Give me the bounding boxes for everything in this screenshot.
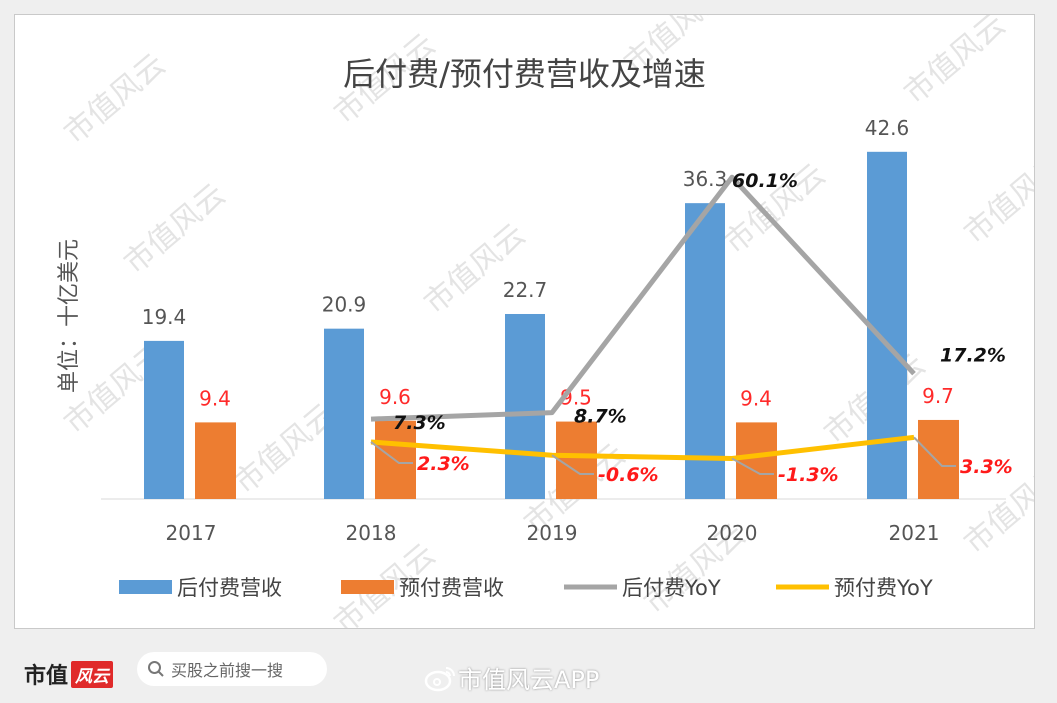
bar-label-postpaid: 19.4 xyxy=(142,305,187,329)
yoy-label-postpaid: 60.1% xyxy=(732,170,798,192)
search-icon xyxy=(148,661,164,677)
yoy-label-prepaid: -1.3% xyxy=(778,464,839,486)
search-placeholder: 买股之前搜一搜 xyxy=(171,661,284,680)
leader-line xyxy=(370,441,413,464)
leader-line xyxy=(551,454,594,475)
yoy-label-prepaid: 2.3% xyxy=(417,453,470,475)
weibo-text: 市值风云APP xyxy=(458,666,600,694)
watermark-text: 市值风云 xyxy=(418,217,532,321)
watermark-text: 市值风云 xyxy=(118,177,232,281)
bar-postpaid xyxy=(685,203,725,499)
yoy-label-postpaid: 17.2% xyxy=(940,345,1006,367)
bar-label-postpaid: 36.3 xyxy=(683,167,728,191)
legend-swatch xyxy=(341,580,394,594)
bar-postpaid xyxy=(505,313,545,499)
leader-line xyxy=(731,457,774,475)
x-tick-label: 2021 xyxy=(889,521,940,545)
legend-label: 预付费营收 xyxy=(399,576,504,600)
leader-line xyxy=(913,436,956,467)
bar-prepaid xyxy=(556,421,597,499)
x-tick-label: 2020 xyxy=(707,521,758,545)
bar-label-prepaid: 9.4 xyxy=(740,386,772,410)
x-tick-label: 2018 xyxy=(346,521,397,545)
weibo-account: 市值风云APP xyxy=(424,660,599,695)
logo-text: 市值 xyxy=(24,664,69,689)
yoy-label-prepaid: -0.6% xyxy=(598,464,659,486)
legend-swatch xyxy=(119,580,172,594)
bar-postpaid xyxy=(867,151,907,499)
watermark-text: 市值风云 xyxy=(58,47,172,151)
bar-label-postpaid: 22.7 xyxy=(503,278,548,302)
bar-prepaid xyxy=(736,422,777,499)
bar-prepaid xyxy=(195,422,236,499)
yoy-label-postpaid: 8.7% xyxy=(574,406,627,428)
bar-postpaid xyxy=(324,328,364,499)
watermark-text: 市值风云 xyxy=(898,15,1012,111)
x-tick-label: 2017 xyxy=(166,521,217,545)
legend-label: 预付费YoY xyxy=(834,576,933,600)
bar-label-prepaid: 9.7 xyxy=(922,384,954,408)
weibo-icon xyxy=(424,666,455,691)
chart-card: 市值风云 市值风云 市值风云 市值风云 市值风云 市值风云 市值风云 市值风云 市值风云 市值风云… xyxy=(14,14,1035,629)
bar-label-postpaid: 42.6 xyxy=(865,116,910,140)
chart-title: 后付费/预付费营收及增速 xyxy=(343,55,706,93)
yoy-label-postpaid: 7.3% xyxy=(393,412,446,434)
footer-bar: 市值 风云 买股之前搜一搜 市值风云APP xyxy=(0,640,1057,703)
brand-logo: 市值 风云 xyxy=(24,658,114,690)
yoy-label-prepaid: 3.3% xyxy=(960,456,1013,478)
bar-label-prepaid: 9.6 xyxy=(379,385,411,409)
bar-prepaid xyxy=(918,419,959,499)
watermark-text: 市值风云 xyxy=(958,147,1034,251)
y-axis-label: 单位：十亿美元 xyxy=(57,239,82,393)
line-postpaid-yoy xyxy=(370,174,916,422)
line-prepaid-yoy xyxy=(370,434,915,461)
search-input[interactable]: 买股之前搜一搜 xyxy=(137,652,327,686)
legend-label: 后付费营收 xyxy=(177,576,282,600)
bar-postpaid xyxy=(144,340,184,499)
bar-label-postpaid: 20.9 xyxy=(322,293,367,317)
logo-red-text: 风云 xyxy=(71,660,114,688)
legend-label: 后付费YoY xyxy=(622,576,721,600)
bar-label-prepaid: 9.4 xyxy=(199,386,231,410)
x-tick-label: 2019 xyxy=(527,521,578,545)
